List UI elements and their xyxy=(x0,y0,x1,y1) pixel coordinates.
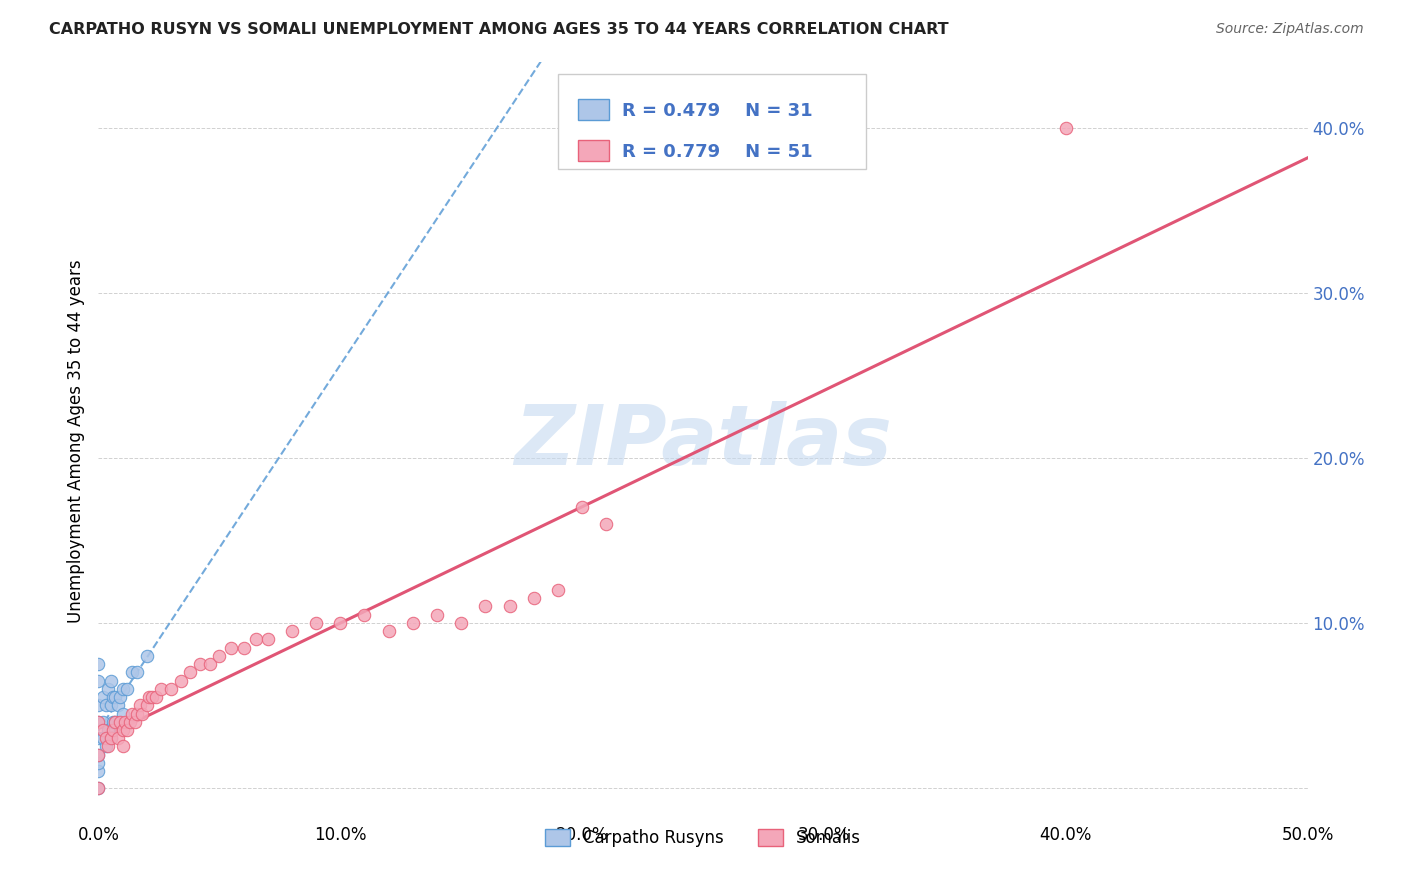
Point xyxy=(145,690,167,704)
Point xyxy=(117,723,139,737)
Point xyxy=(498,599,520,614)
Point xyxy=(474,599,496,614)
Point xyxy=(91,731,114,746)
Point xyxy=(97,681,120,696)
Point xyxy=(208,648,231,663)
Point xyxy=(107,698,129,713)
Point xyxy=(111,723,134,737)
Point xyxy=(127,706,149,721)
Point xyxy=(127,665,149,680)
Point xyxy=(87,780,110,795)
Point xyxy=(426,607,449,622)
Point xyxy=(128,698,150,713)
Point xyxy=(87,714,110,729)
Point xyxy=(111,739,134,754)
Legend: Carpatho Rusyns, Somalis: Carpatho Rusyns, Somalis xyxy=(538,822,868,854)
Text: ZIPatlas: ZIPatlas xyxy=(515,401,891,482)
Point xyxy=(141,690,163,704)
Point xyxy=(101,723,124,737)
Point xyxy=(97,739,120,754)
Y-axis label: Unemployment Among Ages 35 to 44 years: Unemployment Among Ages 35 to 44 years xyxy=(66,260,84,624)
Text: Source: ZipAtlas.com: Source: ZipAtlas.com xyxy=(1216,22,1364,37)
Point xyxy=(91,714,114,729)
Point xyxy=(101,690,124,704)
Point xyxy=(87,756,110,770)
Point xyxy=(104,714,127,729)
Point xyxy=(108,714,131,729)
Point xyxy=(97,723,120,737)
Point xyxy=(450,615,472,630)
Point xyxy=(131,706,153,721)
Point xyxy=(121,665,143,680)
Text: R = 0.479    N = 31: R = 0.479 N = 31 xyxy=(621,102,813,120)
FancyBboxPatch shape xyxy=(558,74,866,169)
Point xyxy=(595,516,617,531)
Point xyxy=(256,632,278,647)
Point xyxy=(87,764,110,779)
Point xyxy=(377,624,399,639)
Point xyxy=(523,591,546,606)
Point xyxy=(329,615,352,630)
Point xyxy=(87,731,110,746)
Point xyxy=(87,780,110,795)
Point xyxy=(353,607,375,622)
Point xyxy=(87,714,110,729)
Text: CARPATHO RUSYN VS SOMALI UNEMPLOYMENT AMONG AGES 35 TO 44 YEARS CORRELATION CHAR: CARPATHO RUSYN VS SOMALI UNEMPLOYMENT AM… xyxy=(49,22,949,37)
Point xyxy=(111,706,134,721)
Point xyxy=(94,698,117,713)
Point xyxy=(91,723,114,737)
Text: R = 0.779    N = 51: R = 0.779 N = 51 xyxy=(621,143,813,161)
Point xyxy=(117,681,139,696)
Point xyxy=(124,714,146,729)
Point xyxy=(198,657,221,671)
Point xyxy=(91,690,114,704)
Point xyxy=(571,500,593,515)
Point xyxy=(100,731,122,746)
Point xyxy=(94,731,117,746)
Point xyxy=(305,615,328,630)
Point xyxy=(87,673,110,688)
Point xyxy=(108,690,131,704)
Point xyxy=(135,698,157,713)
Point xyxy=(118,714,141,729)
Point xyxy=(100,673,122,688)
Point xyxy=(121,706,143,721)
FancyBboxPatch shape xyxy=(578,140,609,161)
Point xyxy=(100,731,122,746)
Point xyxy=(232,640,254,655)
Point xyxy=(402,615,425,630)
Point xyxy=(1054,121,1077,136)
Point xyxy=(179,665,201,680)
Point xyxy=(135,648,157,663)
Point xyxy=(188,657,211,671)
Point xyxy=(87,747,110,762)
Point xyxy=(138,690,160,704)
Point xyxy=(169,673,191,688)
Point xyxy=(104,714,127,729)
Point xyxy=(104,690,127,704)
Point xyxy=(114,714,136,729)
Point xyxy=(100,698,122,713)
Point xyxy=(87,698,110,713)
Point xyxy=(101,714,124,729)
Point xyxy=(87,657,110,671)
Point xyxy=(245,632,267,647)
Point xyxy=(94,739,117,754)
Point xyxy=(111,681,134,696)
Point xyxy=(547,582,569,597)
Point xyxy=(107,731,129,746)
Point xyxy=(221,640,243,655)
Point xyxy=(160,681,183,696)
FancyBboxPatch shape xyxy=(578,99,609,120)
Point xyxy=(281,624,304,639)
Point xyxy=(87,747,110,762)
Point xyxy=(150,681,173,696)
